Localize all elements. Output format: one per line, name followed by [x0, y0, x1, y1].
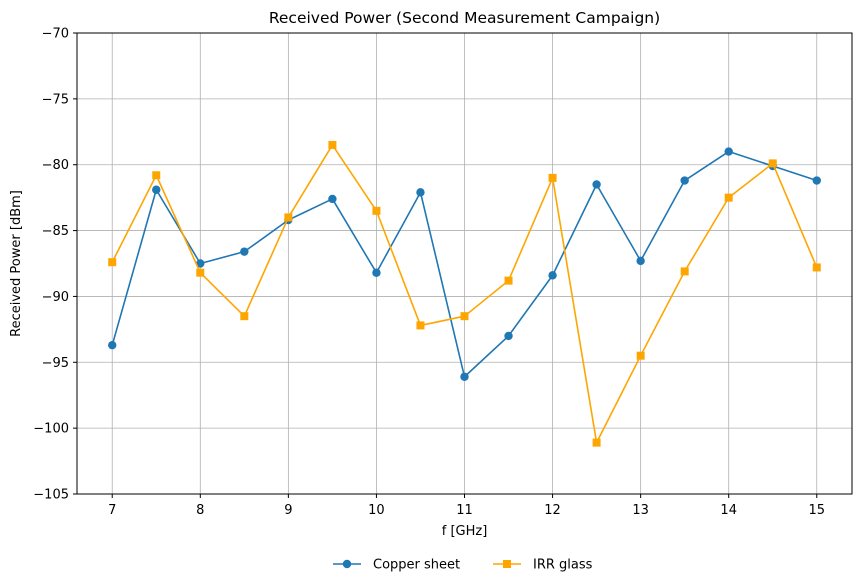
y-tick-label: −105: [33, 488, 69, 503]
data-point: [284, 213, 293, 222]
data-point: [504, 276, 513, 285]
x-tick-label: 12: [544, 503, 561, 518]
x-tick-label: 8: [196, 503, 204, 518]
y-axis-title: Received Power [dBm]: [9, 190, 24, 337]
data-point: [812, 176, 821, 185]
x-tick-label: 14: [720, 503, 737, 518]
y-axis: −105 −100 −95 −90 −85 −80 −75 −70: [33, 27, 77, 503]
data-point: [680, 267, 689, 276]
legend-label: Copper sheet: [373, 558, 460, 573]
data-point: [416, 321, 425, 330]
data-point: [592, 180, 601, 189]
data-point: [548, 271, 557, 280]
data-point: [328, 194, 337, 204]
legend-label: IRR glass: [533, 558, 593, 573]
chart-title: Received Power (Second Measurement Campa…: [269, 9, 660, 27]
y-tick-label: −95: [42, 356, 69, 371]
data-point: [372, 268, 381, 277]
data-point: [636, 351, 645, 360]
legend: Copper sheet IRR glass: [333, 558, 593, 573]
data-point: [724, 147, 733, 156]
data-point: [592, 438, 601, 447]
legend-marker: [503, 560, 511, 568]
x-tick-label: 10: [368, 503, 385, 518]
x-axis-title: f [GHz]: [442, 524, 488, 539]
data-point: [768, 159, 777, 168]
x-tick-label: 9: [284, 503, 292, 518]
data-point: [240, 247, 249, 256]
x-axis: 7 8 9 10 11 12 13 14 15: [108, 494, 825, 518]
data-point: [108, 258, 117, 267]
data-point: [152, 185, 161, 194]
data-point: [196, 259, 205, 268]
x-tick-label: 15: [808, 503, 825, 518]
y-tick-label: −70: [42, 27, 69, 42]
x-tick-label: 13: [632, 503, 649, 518]
data-point: [416, 188, 425, 197]
data-point: [152, 171, 161, 180]
data-point: [680, 176, 689, 185]
x-tick-label: 7: [108, 503, 116, 518]
data-point: [812, 263, 821, 272]
y-tick-label: −80: [42, 158, 69, 173]
legend-marker: [342, 559, 352, 569]
y-tick-label: −75: [42, 92, 69, 107]
data-point: [460, 372, 469, 381]
data-point: [372, 206, 381, 215]
y-tick-label: −90: [42, 290, 69, 305]
data-point: [504, 331, 513, 341]
y-tick-label: −85: [42, 224, 69, 239]
data-point: [108, 340, 117, 350]
data-point: [460, 312, 469, 321]
data-point: [548, 173, 557, 182]
y-tick-label: −100: [33, 422, 69, 437]
data-point: [196, 268, 205, 277]
data-point: [328, 140, 337, 149]
legend-item: IRR glass: [493, 558, 593, 573]
series-layer: [108, 140, 821, 447]
series-2: [108, 140, 821, 447]
x-tick-label: 11: [456, 503, 473, 518]
data-point: [240, 312, 249, 321]
data-point: [636, 256, 645, 266]
data-point: [724, 193, 733, 202]
legend-item: Copper sheet: [333, 558, 460, 573]
